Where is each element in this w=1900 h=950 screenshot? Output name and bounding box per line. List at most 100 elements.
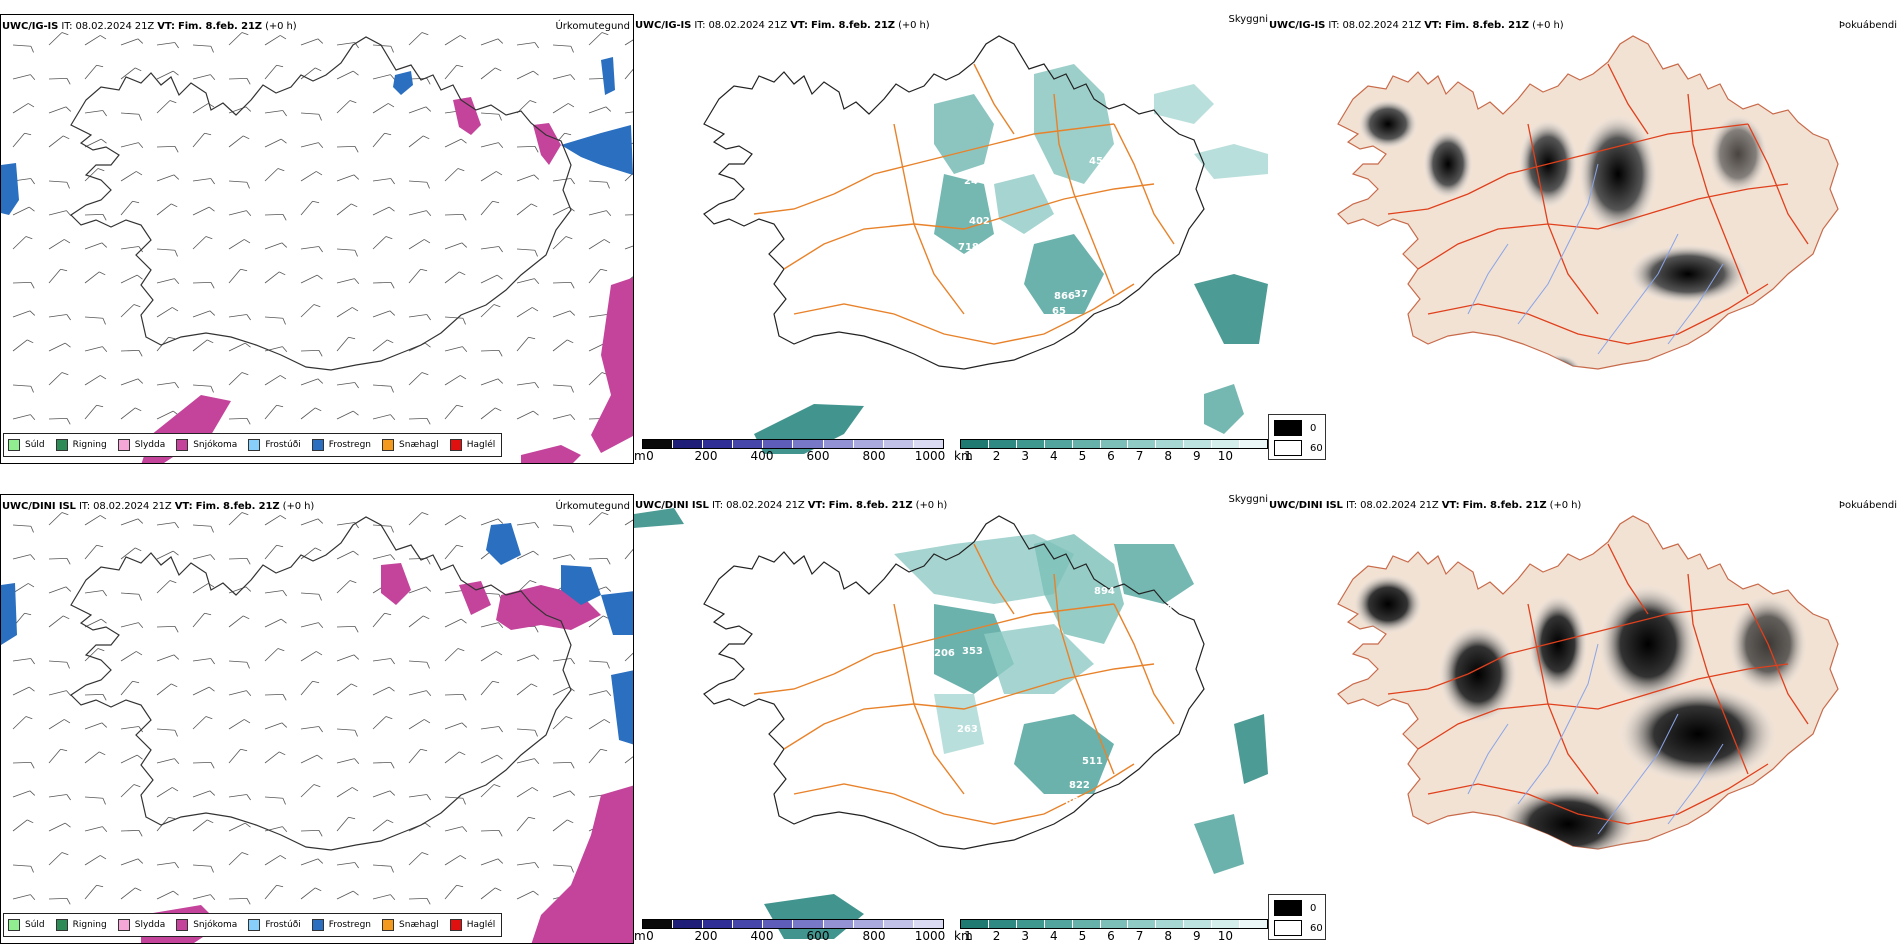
wind-barb xyxy=(48,822,71,832)
low-visibility-area xyxy=(1034,534,1124,644)
wind-barb xyxy=(84,271,106,284)
wind-barb xyxy=(264,242,288,250)
wind-barb xyxy=(228,719,251,730)
road xyxy=(1687,93,1749,295)
wind-barb xyxy=(84,64,104,80)
legend-item: Haglél xyxy=(449,439,495,451)
wind-barb xyxy=(84,722,108,730)
scale-swatch xyxy=(763,920,794,928)
low-visibility-area xyxy=(934,174,994,254)
wind-barb xyxy=(336,307,359,318)
wind-barb xyxy=(192,281,215,289)
wind-barb xyxy=(264,884,284,900)
road-network xyxy=(1387,543,1809,825)
legend-item: Slydda xyxy=(117,439,165,451)
wind-barb xyxy=(84,138,107,148)
legend-label: Frostúði xyxy=(265,440,301,450)
wind-barb xyxy=(264,346,288,353)
wind-barb xyxy=(48,719,71,730)
wind-barb xyxy=(12,864,34,873)
ceiling-label: 206 xyxy=(934,648,955,659)
wind-barb xyxy=(228,239,251,250)
wind-barb xyxy=(444,751,466,764)
panel-title: Úrkomutegund xyxy=(555,501,630,512)
wind-barb xyxy=(372,658,395,665)
wind-barb xyxy=(264,751,286,764)
low-visibility-area xyxy=(1234,714,1268,784)
wind-barb xyxy=(408,897,431,905)
road-network xyxy=(753,63,1175,345)
wind-barb xyxy=(552,790,576,798)
cloud-map-bottom: 894 348 206 353 14 263 511 822 685 xyxy=(634,508,1268,939)
scale-tick: 9 xyxy=(1192,929,1201,943)
wind-barb xyxy=(372,310,396,318)
low-visibility-area xyxy=(1194,144,1268,179)
low-visibility-area xyxy=(1204,384,1244,434)
wind-barb xyxy=(156,203,178,216)
wind-barb xyxy=(300,518,324,526)
wind-barb xyxy=(444,271,466,284)
offset: (+0 h) xyxy=(265,21,297,32)
wind-barb xyxy=(48,210,72,217)
legend-label: Snæhagl xyxy=(399,440,439,450)
legend-label: Súld xyxy=(25,920,45,930)
vt-label: VT: xyxy=(1441,500,1460,511)
scale-tick: 6 xyxy=(1107,449,1115,463)
wind-barb xyxy=(84,884,104,900)
wind-barb xyxy=(480,378,504,386)
wind-barb xyxy=(192,206,215,216)
wind-barb xyxy=(300,67,322,80)
fog-patch xyxy=(1498,784,1638,849)
wind-barb xyxy=(516,70,539,80)
it-value: 08.02.2024 21Z xyxy=(1342,20,1422,31)
wind-barb xyxy=(228,748,248,764)
wind-barb xyxy=(300,246,323,253)
wind-barb xyxy=(120,858,144,866)
wind-barb xyxy=(552,178,575,185)
panel-title: Úrkomutegund xyxy=(555,21,630,32)
wind-barb xyxy=(336,336,356,352)
vt-value: Fim. 8.feb. 21Z xyxy=(178,21,262,32)
wind-barb xyxy=(84,316,106,325)
wind-barb xyxy=(480,651,503,662)
fog-map-bottom xyxy=(1337,515,1839,850)
wind-barb xyxy=(156,382,179,389)
wind-barb xyxy=(264,35,287,46)
legend-item: Rigning xyxy=(55,439,107,451)
scale-tick: 8 xyxy=(1164,929,1173,943)
low-visibility-area xyxy=(984,624,1094,694)
wind-barb xyxy=(336,410,359,420)
wind-barb xyxy=(336,890,359,900)
scale-bar xyxy=(960,439,1268,449)
wind-barb xyxy=(48,314,71,321)
river xyxy=(1667,263,1724,345)
wind-barb xyxy=(156,728,178,737)
wind-barb xyxy=(264,826,288,833)
scale-swatch xyxy=(1044,920,1073,928)
panel-header: UWC/IG-IS IT: 08.02.2024 21Z VT: Fim. 8.… xyxy=(1269,20,1564,31)
wind-barb xyxy=(264,64,284,80)
fog-map-top xyxy=(1337,35,1839,370)
wind-barb xyxy=(408,748,428,764)
scale-tick: 200 xyxy=(694,449,718,463)
wind-barb xyxy=(120,171,143,182)
road xyxy=(783,183,1155,270)
wind-barb xyxy=(84,242,108,250)
fog-legend: 0 60 xyxy=(1268,414,1326,460)
legend-item: Rigning xyxy=(55,919,107,931)
wind-barb xyxy=(408,32,429,46)
wind-barb xyxy=(408,615,430,628)
legend-label: Slydda xyxy=(134,920,166,930)
wind-barb xyxy=(120,518,144,526)
offset: (+0 h) xyxy=(1532,20,1564,31)
wind-barb xyxy=(48,239,71,250)
wind-barb xyxy=(516,758,540,765)
wind-barb xyxy=(588,106,612,114)
wind-barb xyxy=(192,864,214,873)
wind-barb xyxy=(300,651,323,662)
iceland-coastline xyxy=(703,35,1205,370)
wind-barb xyxy=(516,42,539,49)
wind-barb xyxy=(480,67,502,80)
fog-legend-swatch xyxy=(1274,440,1302,456)
wind-barb xyxy=(300,378,324,386)
